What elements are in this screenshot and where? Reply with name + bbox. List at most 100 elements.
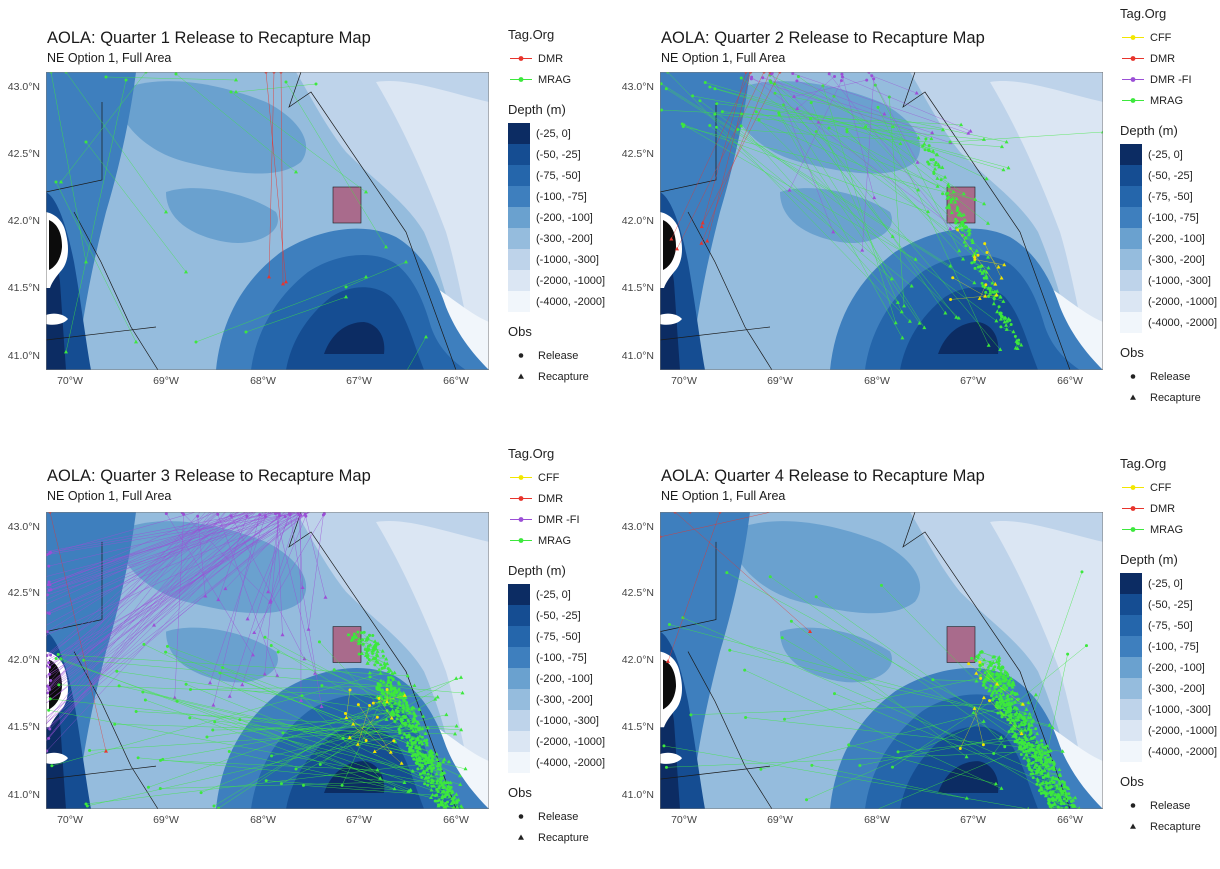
recapture-point — [1024, 707, 1029, 711]
release-point — [984, 290, 988, 294]
depth-label: (-75, -50] — [1148, 619, 1193, 632]
recapture-point — [1050, 725, 1055, 730]
release-point — [227, 749, 231, 753]
recapture-point — [405, 707, 410, 712]
depth-label: (-300, -200] — [536, 232, 593, 245]
recapture-point — [410, 705, 415, 709]
obs-label: Recapture — [1150, 391, 1201, 404]
track-line — [796, 80, 885, 115]
release-point — [406, 718, 410, 722]
release-point — [987, 295, 991, 299]
release-point — [667, 622, 671, 626]
track-line — [1047, 782, 1058, 789]
release-point — [1041, 791, 1045, 795]
release-point — [947, 185, 951, 189]
recapture-point — [439, 771, 444, 776]
recapture-point — [1040, 787, 1045, 792]
release-point — [736, 128, 740, 132]
release-point — [84, 140, 88, 144]
recapture-point — [998, 692, 1003, 697]
recapture-point — [909, 283, 914, 288]
obs-legend-item: Release — [1120, 366, 1217, 387]
release-point — [161, 757, 165, 761]
release-point — [715, 125, 719, 129]
release-point — [1060, 780, 1064, 784]
recapture-point — [946, 182, 951, 187]
release-point — [1032, 735, 1036, 739]
recapture-point — [417, 745, 422, 750]
recapture-point — [914, 90, 919, 95]
recapture-point — [437, 763, 442, 768]
track-line — [674, 512, 811, 632]
recapture-point — [1036, 758, 1041, 762]
release-point — [158, 758, 162, 762]
recapture-point — [669, 236, 674, 241]
recapture-point — [411, 710, 416, 715]
recapture-point — [1031, 747, 1036, 752]
depth-swatch — [508, 731, 530, 752]
track-line — [46, 512, 298, 577]
release-point — [320, 684, 324, 688]
obs-label: Release — [1150, 799, 1191, 812]
recapture-point — [1049, 778, 1054, 782]
release-point — [981, 683, 985, 687]
x-tick-label: 69°W — [767, 375, 793, 387]
recapture-point — [421, 714, 426, 718]
recapture-point — [666, 659, 670, 663]
release-point — [896, 750, 900, 754]
recapture-point — [994, 702, 999, 707]
release-point — [393, 719, 397, 723]
track-line — [420, 760, 440, 766]
track-line — [846, 129, 964, 260]
map-panel-q4: AOLA: Quarter 4 Release to Recapture Map… — [614, 440, 1220, 869]
recapture-point — [245, 616, 250, 621]
recapture-point — [995, 289, 1000, 293]
track-line — [784, 675, 990, 720]
depth-label: (-4000, -2000] — [1148, 316, 1218, 329]
recapture-point — [1004, 677, 1009, 681]
recapture-point — [1042, 768, 1047, 772]
recapture-point — [966, 228, 971, 233]
y-tick-label: 41.5°N — [621, 721, 654, 733]
release-point — [1029, 731, 1033, 735]
track-line — [1024, 746, 1049, 753]
release-recapture-tracks — [660, 72, 1103, 352]
track-line — [367, 639, 378, 645]
depth-legend-item: (-25, 0] — [1120, 144, 1217, 165]
track-line — [49, 512, 306, 614]
track-line — [962, 235, 973, 241]
track-line — [153, 516, 286, 626]
recapture-point — [872, 195, 877, 200]
track-line — [989, 700, 1022, 734]
depth-legend-item: (-300, -200] — [1120, 678, 1217, 699]
obs-label: Release — [1150, 370, 1191, 383]
obs-legend-item: Recapture — [1120, 387, 1217, 408]
circle-marker-icon — [1120, 366, 1146, 387]
recapture-point — [425, 725, 430, 730]
recapture-point — [134, 339, 138, 344]
track-line — [218, 516, 248, 600]
depth-legend-item: (-25, 0] — [508, 584, 605, 605]
release-point — [1014, 724, 1018, 728]
recapture-point — [986, 670, 991, 675]
track-line — [1017, 739, 1033, 746]
depth-label: (-50, -25] — [1148, 598, 1193, 611]
tag-org-label: DMR — [1150, 52, 1176, 65]
map-legend: Tag.Org CFF DMR MRAG Depth (m) (-25, 0] (-5… — [1120, 456, 1217, 837]
depth-swatch — [508, 228, 530, 249]
depth-legend-item: (-300, -200] — [508, 689, 605, 710]
release-point — [1051, 776, 1055, 780]
recapture-point — [439, 780, 444, 784]
track-line — [682, 617, 1042, 774]
track-line — [881, 585, 977, 682]
recapture-point — [429, 787, 434, 792]
release-point — [703, 80, 707, 84]
release-point — [708, 85, 712, 89]
recapture-point — [445, 786, 450, 791]
track-line — [1005, 679, 1014, 686]
track-line — [47, 512, 255, 687]
management-boundary — [46, 765, 157, 780]
recapture-point — [1017, 746, 1022, 750]
y-tick-label: 43.0°N — [7, 81, 40, 93]
track-line — [756, 111, 985, 205]
